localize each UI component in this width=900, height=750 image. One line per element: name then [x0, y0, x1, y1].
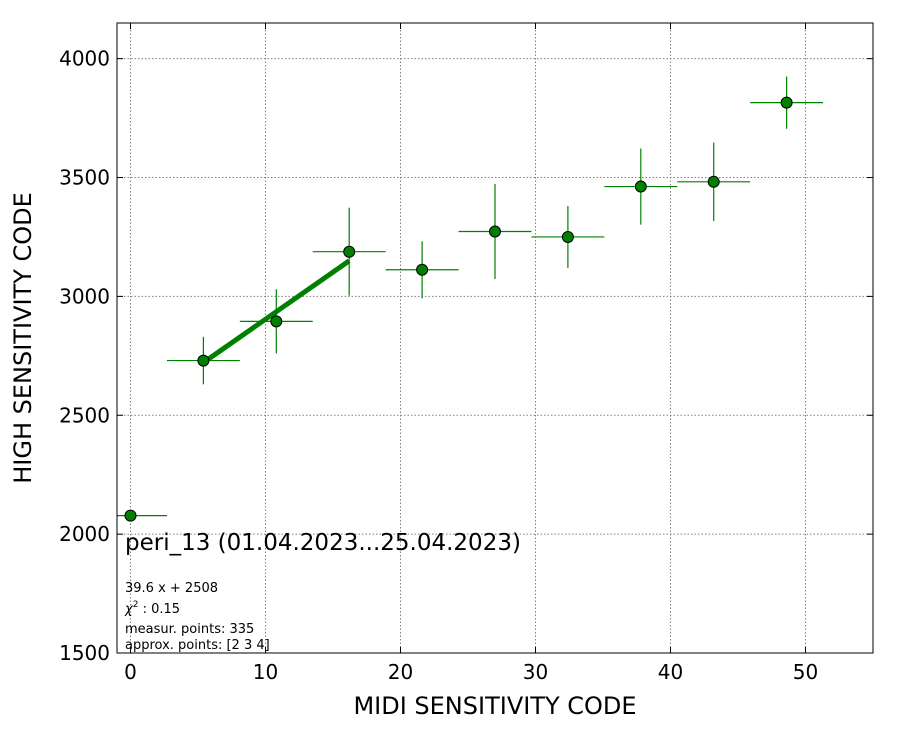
data-point-group [458, 183, 532, 280]
data-point-group [604, 148, 678, 225]
x-tick-label: 30 [523, 660, 548, 684]
y-tick-label: 4000 [59, 47, 110, 71]
data-point-group [385, 241, 459, 299]
data-point-group [531, 206, 605, 268]
data-point [780, 96, 793, 109]
x-axis-label: MIDI SENSITIVITY CODE [353, 692, 636, 720]
x-tick-label: 0 [124, 660, 137, 684]
plot-frame [116, 22, 874, 654]
annotation-chi2: χ2 : 0.15 [124, 600, 180, 617]
chi2-symbol: χ [124, 602, 134, 617]
grid-layer [117, 23, 873, 653]
ticks-layer: 0 10 20 30 40 50 1500 2000 2500 3000 3500 4000 [59, 23, 873, 684]
data-point [270, 315, 283, 328]
y-tick-label: 2500 [59, 403, 110, 427]
data-point [489, 225, 501, 238]
y-tick-label: 3500 [59, 166, 110, 190]
x-tick-label: 40 [658, 660, 683, 684]
chi2-superscript: 2 [133, 600, 139, 610]
x-tick-label: 10 [253, 660, 278, 684]
annotation-title: peri_13 (01.04.2023...25.04.2023) [125, 530, 521, 556]
annotation-approx-points: approx. points: [2 3 4] [125, 638, 270, 653]
annotation-measur-points: measur. points: 335 [125, 622, 254, 637]
data-point [343, 245, 356, 258]
chi2-value: : 0.15 [138, 602, 180, 617]
data-point-group [239, 289, 313, 354]
data-point-group [166, 336, 240, 385]
data-point [197, 354, 210, 367]
x-tick-label: 20 [388, 660, 413, 684]
data-point [124, 509, 137, 522]
data-point [561, 230, 574, 243]
data-point-group [677, 142, 751, 222]
data-point [634, 180, 647, 193]
data-point-group [117, 509, 167, 522]
annotation-equation: 39.6 x + 2508 [125, 581, 218, 596]
y-axis-label: HIGH SENSITIVITY CODE [9, 192, 37, 484]
data-point-group [312, 207, 386, 296]
y-tick-label: 3000 [59, 284, 110, 308]
y-tick-label: 1500 [59, 641, 110, 665]
data-point [707, 175, 720, 188]
data-point-group [750, 76, 824, 129]
x-tick-label: 50 [793, 660, 818, 684]
data-point [416, 263, 429, 276]
points-layer [117, 76, 824, 522]
y-tick-label: 2000 [59, 522, 110, 546]
